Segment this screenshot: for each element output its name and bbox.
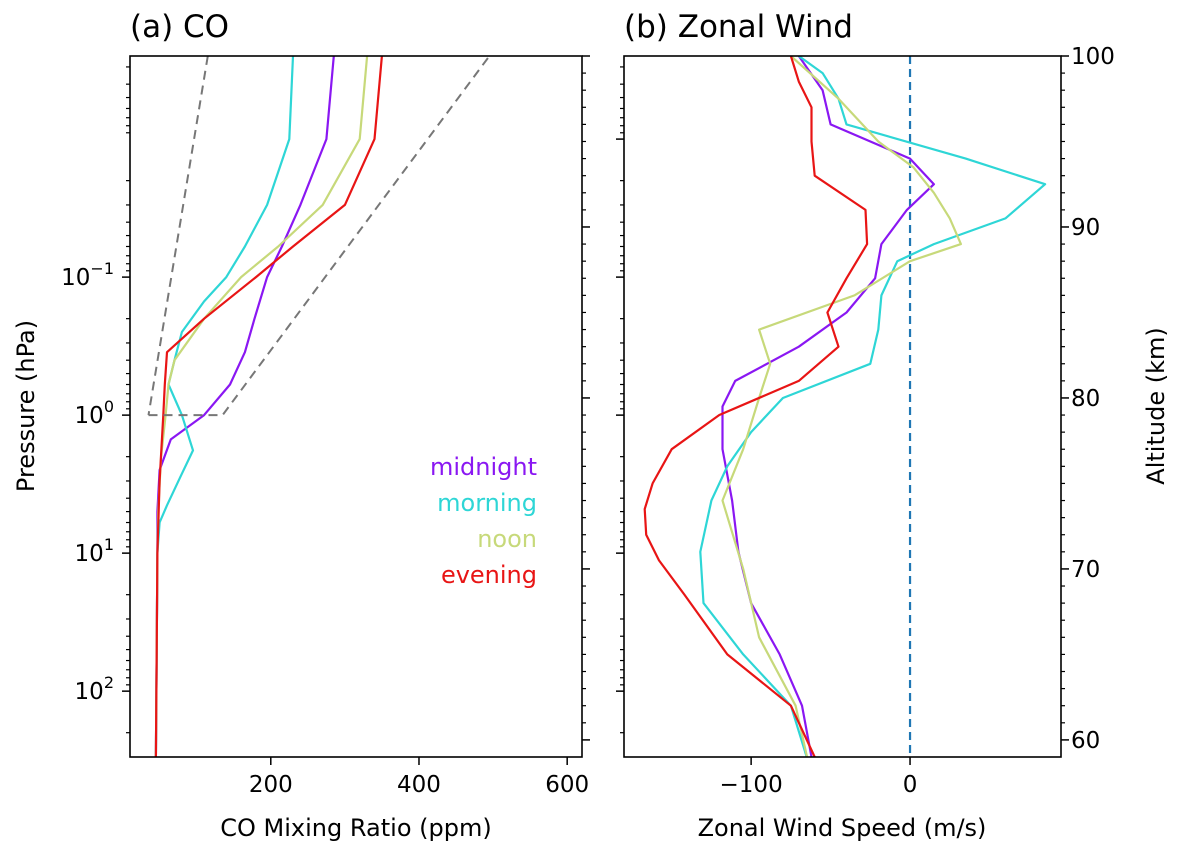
panel-b-ylabel: Altitude (km) [1142,327,1170,484]
series-line-midnight [154,56,335,757]
series-line-evening [643,56,869,757]
legend-entry-evening: evening [441,561,537,589]
reference-dashed-line [148,56,491,417]
panel-a-xlabel: CO Mixing Ratio (ppm) [220,814,491,842]
panel-b-title: (b) Zonal Wind [624,9,853,45]
panel-a-frame [129,55,583,758]
series-line-noon [154,56,369,757]
panel-b-frame [623,55,1062,758]
panel-b-xlabel: Zonal Wind Speed (m/s) [698,814,987,842]
alt-tick-label: 60 [1071,728,1100,754]
series-line-morning [699,56,1047,757]
legend-entry-morning: morning [437,489,537,517]
y-tick-label: 100 [75,397,114,429]
panel-a-title: (a) CO [130,9,229,45]
series-line-morning [154,56,295,757]
reference-dashed-line [147,56,209,416]
panel-a-ylabel: Pressure (hPa) [12,320,40,492]
panel-b-lines [643,56,1047,757]
alt-tick-label: 90 [1071,215,1100,241]
panel-b-zonal-wind: (b) Zonal Wind 60 70 80 90 100 −100 0 Zonal Wi… [616,9,1170,842]
alt-tick-label: 70 [1071,557,1100,583]
series-line-evening [154,56,383,757]
panel-a-ticks: 10−1 100 101 102 200 400 600 [61,55,590,798]
x-tick-label: 0 [903,772,918,798]
y-tick-label: 101 [75,535,114,567]
series-line-midnight [721,56,936,757]
x-tick-label: 200 [249,772,293,798]
alt-tick-label: 100 [1071,44,1115,70]
x-tick-label: 600 [545,772,589,798]
x-tick-label: −100 [720,772,783,798]
panel-b-ticks: 60 70 80 90 100 −100 0 [616,44,1115,798]
legend: midnight morning noon evening [430,453,537,589]
legend-entry-noon: noon [477,525,537,553]
legend-entry-midnight: midnight [430,453,537,481]
panel-a-lines [147,56,491,757]
y-tick-label: 102 [75,673,114,705]
alt-tick-label: 80 [1071,386,1100,412]
series-line-noon [721,56,963,757]
x-tick-label: 400 [397,772,441,798]
y-tick-label: 10−1 [61,259,114,291]
panel-a-co: (a) CO 10−1 100 101 102 200 400 600 midnight mo… [12,9,590,842]
